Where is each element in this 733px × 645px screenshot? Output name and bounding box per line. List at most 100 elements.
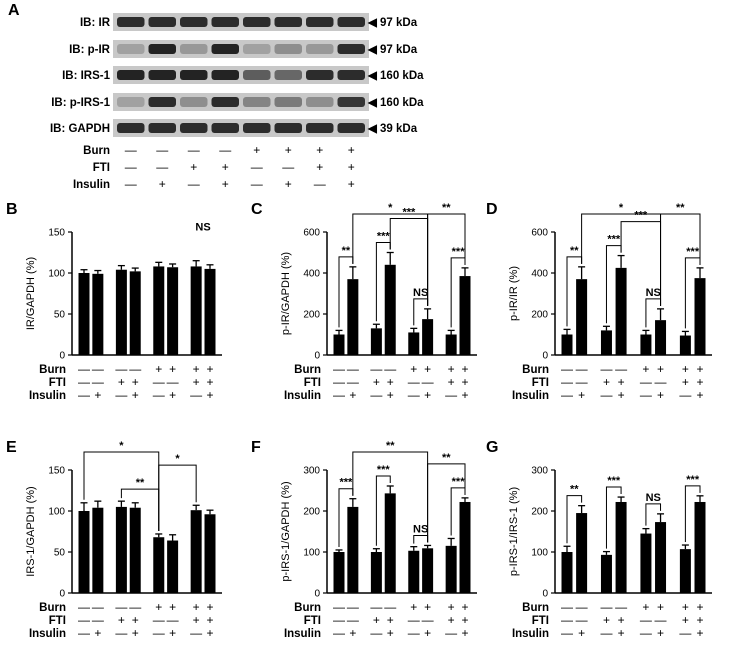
significance-bracket (605, 486, 622, 549)
blot-band (243, 123, 271, 133)
significance-label: ** (386, 440, 395, 452)
y-axis-label: p-IRS-1/IRS-1 (%) (508, 487, 520, 576)
blot-condition-sign: + (348, 177, 355, 191)
condition-sign: + (206, 626, 213, 640)
condition-sign: + (206, 375, 213, 389)
significance-bracket (352, 451, 429, 543)
blot-strip (113, 93, 369, 111)
condition-sign: + (461, 600, 468, 614)
bar (459, 501, 471, 593)
blot-kda-label: ◀ 160 kDa (367, 97, 424, 109)
condition-sign: + (461, 388, 468, 402)
blot-kda-label: ◀ 160 kDa (367, 70, 424, 82)
condition-sign: + (193, 600, 200, 614)
condition-sign: + (603, 375, 610, 389)
condition-sign: — (333, 626, 345, 640)
condition-label: FTI (304, 377, 321, 389)
condition-sign: + (424, 600, 431, 614)
condition-sign: — (333, 375, 345, 389)
y-tick-label: 50 (54, 310, 66, 321)
blot-band (243, 44, 271, 54)
y-tick-label: 600 (303, 228, 320, 239)
condition-sign: + (642, 362, 649, 376)
blot-band (148, 44, 176, 54)
condition-sign: + (424, 626, 431, 640)
condition-sign: — (347, 362, 359, 376)
significance-bracket (684, 485, 701, 543)
bar (640, 533, 652, 593)
condition-sign: — (445, 626, 457, 640)
significance-label: * (388, 202, 393, 214)
condition-sign: — (655, 375, 667, 389)
significance-label: *** (607, 475, 621, 487)
blot-condition-label: FTI (93, 162, 110, 174)
bar (370, 552, 382, 593)
condition-sign: — (167, 613, 179, 627)
blot-kda-label: ◀ 97 kDa (367, 17, 418, 29)
blot-strip (113, 40, 369, 58)
blot-condition-label: Burn (83, 145, 110, 157)
condition-sign: + (155, 600, 162, 614)
y-tick-label: 0 (542, 589, 548, 600)
significance-label: ** (442, 452, 451, 464)
blot-row-label: IB: p-IRS-1 (51, 97, 110, 109)
y-tick-label: 100 (48, 507, 65, 518)
y-axis-label: p-IRS-1/GAPDH (%) (280, 481, 292, 581)
condition-sign: — (78, 375, 90, 389)
bar (694, 278, 706, 355)
condition-label: Insulin (29, 390, 66, 402)
condition-sign: — (640, 388, 652, 402)
panel-label: D (486, 201, 498, 218)
condition-sign: + (618, 388, 625, 402)
condition-label: FTI (532, 377, 549, 389)
significance-label: * (175, 453, 180, 465)
condition-sign: — (600, 600, 612, 614)
blot-band (117, 70, 145, 80)
bar (408, 550, 420, 593)
condition-sign: — (561, 388, 573, 402)
y-tick-label: 150 (48, 228, 65, 239)
significance-label: * (119, 440, 124, 452)
bar (445, 334, 457, 355)
condition-label: Burn (294, 602, 321, 614)
y-axis-label: p-IR/IR (%) (508, 266, 520, 321)
condition-label: Insulin (29, 628, 66, 640)
western-blot-panel: A IB: IR ◀ 97 kDa IB: p-IR ◀ 97 kDa IB: IRS-1… (8, 2, 424, 191)
condition-sign: — (78, 626, 90, 640)
condition-sign: + (94, 388, 101, 402)
blot-band (337, 44, 365, 54)
condition-sign: — (655, 613, 667, 627)
y-tick-label: 600 (531, 228, 548, 239)
condition-sign: — (153, 613, 165, 627)
blot-band (180, 70, 208, 80)
condition-sign: — (153, 375, 165, 389)
condition-sign: — (408, 388, 420, 402)
blot-condition-sign: + (222, 160, 229, 174)
bar (655, 522, 667, 593)
condition-sign: — (370, 600, 382, 614)
blot-band (180, 17, 208, 27)
condition-sign: — (115, 600, 127, 614)
significance-bracket (352, 213, 429, 306)
condition-sign: — (561, 626, 573, 640)
blot-condition-sign: + (222, 177, 229, 191)
blot-band (243, 97, 271, 107)
condition-sign: — (408, 375, 420, 389)
bar (167, 540, 179, 593)
blot-band (306, 70, 334, 80)
y-tick-label: 100 (531, 548, 548, 559)
blot-condition-sign: + (285, 143, 292, 157)
panel-label: C (251, 201, 263, 218)
condition-sign: + (94, 626, 101, 640)
condition-label: Insulin (512, 390, 549, 402)
condition-sign: + (578, 626, 585, 640)
significance-label: ** (342, 245, 351, 257)
condition-sign: — (78, 388, 90, 402)
bar (153, 537, 165, 593)
condition-sign: + (618, 626, 625, 640)
condition-sign: — (153, 626, 165, 640)
condition-sign: + (118, 613, 125, 627)
